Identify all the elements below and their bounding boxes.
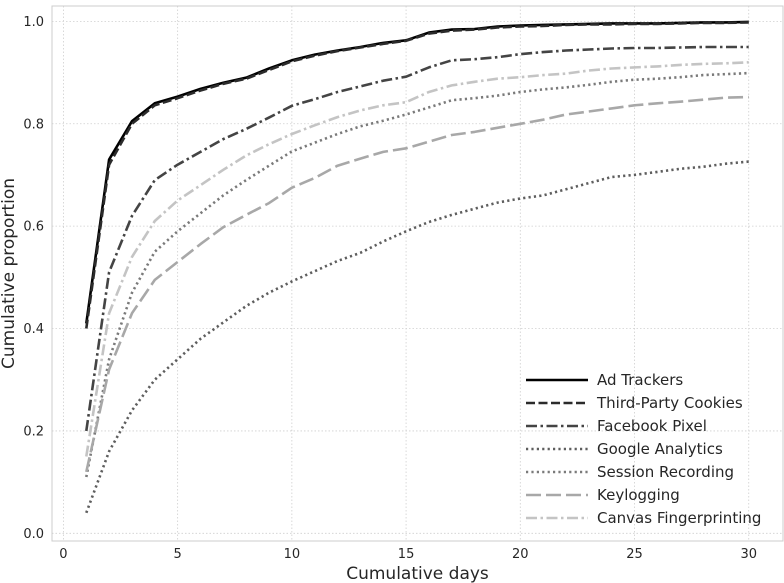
series-line-third-party-cookies bbox=[85, 21, 749, 329]
legend-label: Facebook Pixel bbox=[597, 417, 707, 435]
y-tick-label: 0.6 bbox=[23, 220, 44, 235]
x-tick-label: 25 bbox=[626, 547, 643, 562]
y-tick-label: 0.4 bbox=[23, 322, 44, 337]
x-axis-label: Cumulative days bbox=[346, 564, 489, 583]
series-line-google-analytics bbox=[85, 160, 749, 514]
series-line-session-recording bbox=[85, 71, 749, 478]
series-line-facebook-pixel bbox=[85, 45, 749, 432]
plot-frame bbox=[51, 5, 784, 542]
legend-label: Ad Trackers bbox=[597, 371, 683, 389]
legend: Ad Trackers Third-Party Cookies Facebook P… bbox=[526, 371, 761, 527]
series-line-canvas-fingerprinting bbox=[85, 61, 749, 457]
legend-label: Google Analytics bbox=[597, 440, 723, 458]
grid bbox=[52, 6, 783, 541]
y-axis-label: Cumulative proportion bbox=[0, 178, 19, 369]
series-line-ad-trackers bbox=[85, 20, 749, 324]
series-lines bbox=[85, 20, 749, 514]
legend-label: Third-Party Cookies bbox=[596, 394, 743, 412]
y-tick-label: 0.0 bbox=[23, 527, 44, 542]
x-tick-label: 0 bbox=[59, 547, 67, 562]
legend-label: Canvas Fingerprinting bbox=[597, 509, 761, 527]
tick-labels: 0 5 10 15 20 25 30 0.0 0.2 0.4 0.6 0.8 1.0 bbox=[23, 15, 757, 562]
y-tick-label: 0.2 bbox=[23, 424, 44, 439]
x-tick-label: 15 bbox=[398, 547, 415, 562]
x-tick-label: 10 bbox=[284, 547, 301, 562]
x-tick-label: 30 bbox=[740, 547, 757, 562]
x-tick-label: 20 bbox=[512, 547, 529, 562]
legend-label: Keylogging bbox=[597, 486, 680, 504]
y-tick-label: 1.0 bbox=[23, 15, 44, 30]
x-tick-label: 5 bbox=[174, 547, 182, 562]
series-line-keylogging bbox=[85, 95, 749, 473]
legend-label: Session Recording bbox=[597, 463, 734, 481]
y-tick-label: 0.8 bbox=[23, 117, 44, 132]
